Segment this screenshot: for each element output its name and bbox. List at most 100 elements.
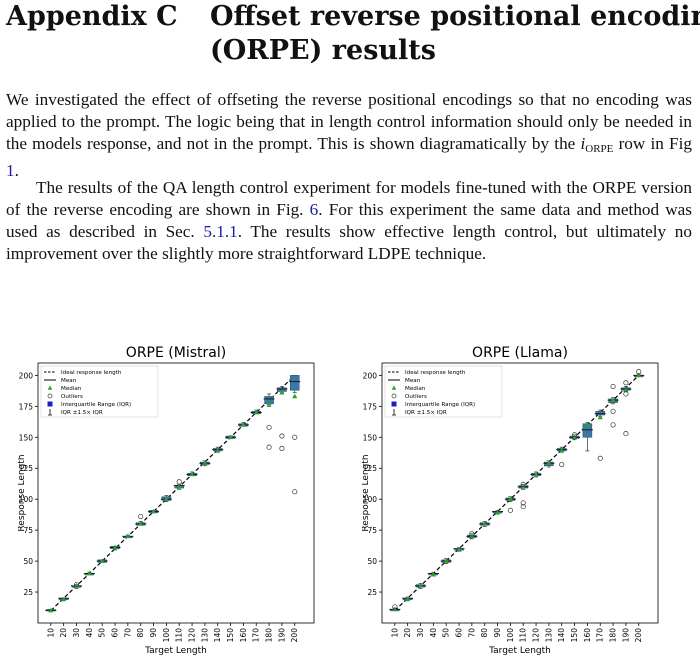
y-tick-label: 150 — [363, 433, 378, 442]
legend-median-swatch — [391, 385, 397, 390]
outlier-point — [469, 531, 475, 537]
legend-label: IQR ±1.5× IQR — [405, 410, 447, 416]
median-marker — [405, 596, 411, 602]
legend-box — [40, 365, 159, 418]
outlier-point — [138, 513, 144, 520]
outlier-point — [520, 481, 526, 487]
plot-frame — [37, 362, 315, 624]
y-tick-label: 175 — [363, 402, 378, 411]
x-tick-label: 200 — [290, 628, 299, 643]
median-marker — [266, 401, 272, 406]
median-marker — [112, 544, 118, 550]
x-tick-label: 10 — [46, 628, 55, 638]
median-marker — [546, 460, 552, 466]
x-tick-label: 80 — [136, 628, 145, 638]
legend-label: Outliers — [405, 394, 427, 400]
paragraph-offset-description: We investigated the effect of offseting … — [6, 89, 692, 182]
median-marker — [482, 521, 488, 526]
y-tick-label: 25 — [23, 588, 33, 597]
median-marker — [253, 409, 259, 415]
x-tick-label: 70 — [467, 628, 476, 638]
legend-median-swatch — [47, 385, 53, 390]
paragraph-results: The results of the QA length control exp… — [6, 177, 692, 265]
i-orpe-subscript: ORPE — [585, 143, 614, 155]
chart-title: ORPE (Mistral) — [126, 345, 226, 361]
paragraph1-text2: row in Fig — [613, 134, 692, 153]
legend-label: Median — [61, 386, 82, 392]
x-tick-label: 200 — [634, 628, 643, 643]
outlier-point — [266, 444, 272, 450]
x-tick-label: 190 — [277, 628, 286, 643]
legend-whisker-swatch — [48, 409, 52, 416]
outlier-point — [572, 432, 578, 438]
x-tick-label: 20 — [403, 628, 412, 638]
legend-label: Median — [405, 386, 426, 392]
section-number: Appendix C — [6, 1, 178, 32]
legend-label: Interquartile Range (IQR) — [61, 402, 131, 408]
x-tick-label: 180 — [609, 628, 618, 643]
outlier-point — [520, 500, 526, 506]
x-tick-label: 100 — [506, 628, 515, 643]
y-tick-label: 200 — [19, 371, 34, 380]
median-marker — [86, 570, 92, 576]
outlier-point — [292, 489, 298, 495]
legend-outlier-swatch — [391, 393, 397, 399]
outlier-point — [520, 504, 526, 510]
paragraph2-text1: The results of the QA length control exp… — [6, 178, 692, 219]
y-tick-label: 150 — [19, 433, 34, 442]
iqr-box — [595, 411, 605, 416]
paragraph1-text1: We investigated the effect of offseting … — [6, 90, 692, 153]
median-marker — [507, 496, 513, 501]
chart-orpe-llama: ORPE (Llama) 25 50 75 100 125 150 175 200 10 20 30 4… — [361, 340, 682, 663]
median-marker — [163, 496, 169, 501]
outlier-point — [279, 445, 285, 451]
i-orpe-symbol: iORPE — [580, 134, 614, 155]
fig6-link[interactable]: 6 — [309, 200, 319, 219]
y-tick-label: 100 — [363, 495, 378, 504]
x-tick-label: 120 — [188, 628, 197, 643]
chart-orpe-llama-svg: ORPE (Llama) 25 50 75 100 125 150 175 200 10 20 30 4… — [361, 345, 659, 656]
chart-title: ORPE (Llama) — [472, 345, 568, 361]
median-marker — [138, 521, 144, 526]
paragraph2-text2: . For this experiment the same data and … — [6, 200, 692, 241]
outlier-point — [610, 383, 616, 390]
i-orpe-var: i — [580, 134, 586, 153]
legend-label: Outliers — [61, 394, 83, 400]
outlier-point — [623, 380, 629, 386]
x-tick-label: 20 — [59, 628, 68, 638]
x-tick-label: 130 — [544, 628, 553, 643]
x-tick-label: 60 — [455, 628, 464, 638]
chart-orpe-mistral: ORPE (Mistral) 25 50 75 100 125 150 175 200 10 20 3… — [17, 340, 338, 663]
median-marker — [176, 484, 182, 489]
x-tick-label: 30 — [72, 628, 81, 638]
median-marker — [279, 389, 285, 395]
median-marker — [559, 448, 565, 453]
x-tick-label: 170 — [596, 628, 605, 643]
outlier-point — [507, 507, 513, 513]
x-tick-label: 60 — [111, 628, 120, 638]
section-title-line1: Offset reverse positional encoding — [210, 1, 700, 32]
outlier-point — [623, 391, 629, 397]
median-marker — [61, 596, 67, 602]
y-tick-label: 50 — [367, 557, 377, 566]
outlier-point — [610, 422, 616, 428]
median-marker — [456, 547, 462, 552]
outlier-point — [610, 408, 616, 414]
y-tick-label: 125 — [363, 464, 378, 473]
y-tick-label: 25 — [367, 588, 377, 597]
sec-5-1-1-link[interactable]: 5.1.1 — [203, 222, 238, 241]
y-axis-label: Response Length — [362, 454, 371, 531]
median-marker — [494, 510, 501, 515]
y-tick-label: 175 — [19, 402, 34, 411]
x-tick-label: 50 — [442, 628, 451, 638]
x-tick-label: 150 — [570, 628, 579, 643]
legend-whisker-swatch — [392, 409, 396, 416]
legend-label: Ideal response length — [405, 370, 466, 376]
x-tick-label: 50 — [98, 628, 107, 638]
x-tick-label: 190 — [621, 628, 630, 643]
median-marker — [533, 471, 539, 477]
outlier-point — [292, 434, 298, 440]
fig1-link[interactable]: 1 — [6, 161, 15, 180]
x-tick-label: 90 — [149, 628, 158, 638]
y-tick-label: 75 — [23, 526, 33, 535]
